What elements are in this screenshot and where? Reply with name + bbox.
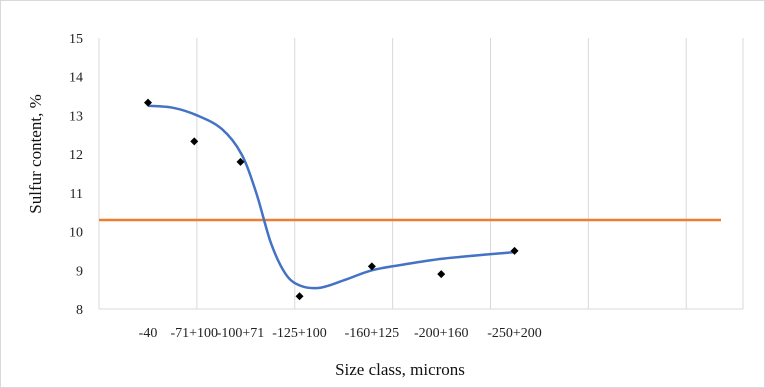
data-point-0 [144,98,152,107]
data-point-3 [295,292,304,301]
data-points [144,98,519,301]
x-axis-title: Size class, microns [335,360,465,379]
y-tick-label-4: 12 [69,148,83,163]
y-tick-label-7: 15 [69,32,83,47]
y-axis-title: Sulfur content, % [26,94,45,213]
x-tick-label-5: -200+160 [414,326,469,341]
x-tick-label-6: -250+200 [487,326,542,341]
x-tick-label-0: -40 [139,326,158,341]
y-axis-ticks: 8 9 10 11 12 13 14 15 [69,32,83,318]
data-point-5 [437,270,446,279]
trend-curve [147,104,515,290]
y-tick-label-0: 8 [76,303,83,318]
data-point-6 [510,246,519,255]
x-tick-label-2: -100+71 [217,326,265,341]
x-tick-label-1: -71+100 [170,326,218,341]
x-tick-label-4: -160+125 [345,326,400,341]
y-tick-label-3: 11 [70,187,83,202]
x-axis-ticks: -40 -71+100-100+71 -125+100 -160+125 -200+16… [139,326,542,341]
data-point-4 [367,262,376,271]
x-tick-label-3: -125+100 [272,326,327,341]
grid-lines [98,38,744,310]
data-point-1 [190,137,199,146]
data-point-2 [236,157,245,166]
y-tick-label-6: 14 [69,71,83,86]
y-tick-label-1: 9 [76,264,83,279]
y-tick-label-2: 10 [69,226,83,241]
y-tick-label-5: 13 [69,109,83,124]
